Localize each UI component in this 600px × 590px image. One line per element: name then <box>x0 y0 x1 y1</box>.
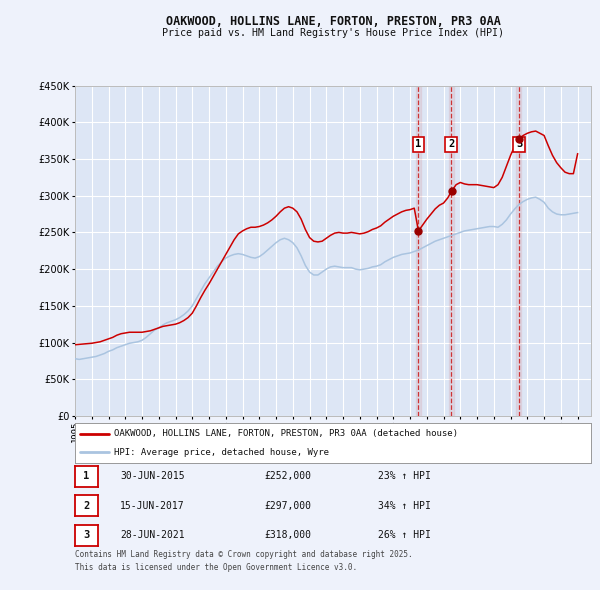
Bar <box>416 86 421 416</box>
Text: £252,000: £252,000 <box>264 471 311 481</box>
Text: 2: 2 <box>448 139 454 149</box>
Bar <box>517 86 521 416</box>
Text: £297,000: £297,000 <box>264 501 311 510</box>
Text: 34% ↑ HPI: 34% ↑ HPI <box>378 501 431 510</box>
Bar <box>449 86 454 416</box>
Text: Contains HM Land Registry data © Crown copyright and database right 2025.: Contains HM Land Registry data © Crown c… <box>75 550 413 559</box>
Text: 2: 2 <box>83 501 89 510</box>
Text: 28-JUN-2021: 28-JUN-2021 <box>120 530 185 540</box>
Text: 1: 1 <box>83 471 89 481</box>
Text: £318,000: £318,000 <box>264 530 311 540</box>
Text: HPI: Average price, detached house, Wyre: HPI: Average price, detached house, Wyre <box>114 448 329 457</box>
Text: OAKWOOD, HOLLINS LANE, FORTON, PRESTON, PR3 0AA: OAKWOOD, HOLLINS LANE, FORTON, PRESTON, … <box>166 15 500 28</box>
Text: 15-JUN-2017: 15-JUN-2017 <box>120 501 185 510</box>
Text: 26% ↑ HPI: 26% ↑ HPI <box>378 530 431 540</box>
Text: OAKWOOD, HOLLINS LANE, FORTON, PRESTON, PR3 0AA (detached house): OAKWOOD, HOLLINS LANE, FORTON, PRESTON, … <box>114 430 458 438</box>
Text: 3: 3 <box>516 139 522 149</box>
Text: 30-JUN-2015: 30-JUN-2015 <box>120 471 185 481</box>
Text: 1: 1 <box>415 139 422 149</box>
Text: This data is licensed under the Open Government Licence v3.0.: This data is licensed under the Open Gov… <box>75 563 357 572</box>
Text: Price paid vs. HM Land Registry's House Price Index (HPI): Price paid vs. HM Land Registry's House … <box>162 28 504 38</box>
Text: 3: 3 <box>83 530 89 540</box>
Text: 23% ↑ HPI: 23% ↑ HPI <box>378 471 431 481</box>
